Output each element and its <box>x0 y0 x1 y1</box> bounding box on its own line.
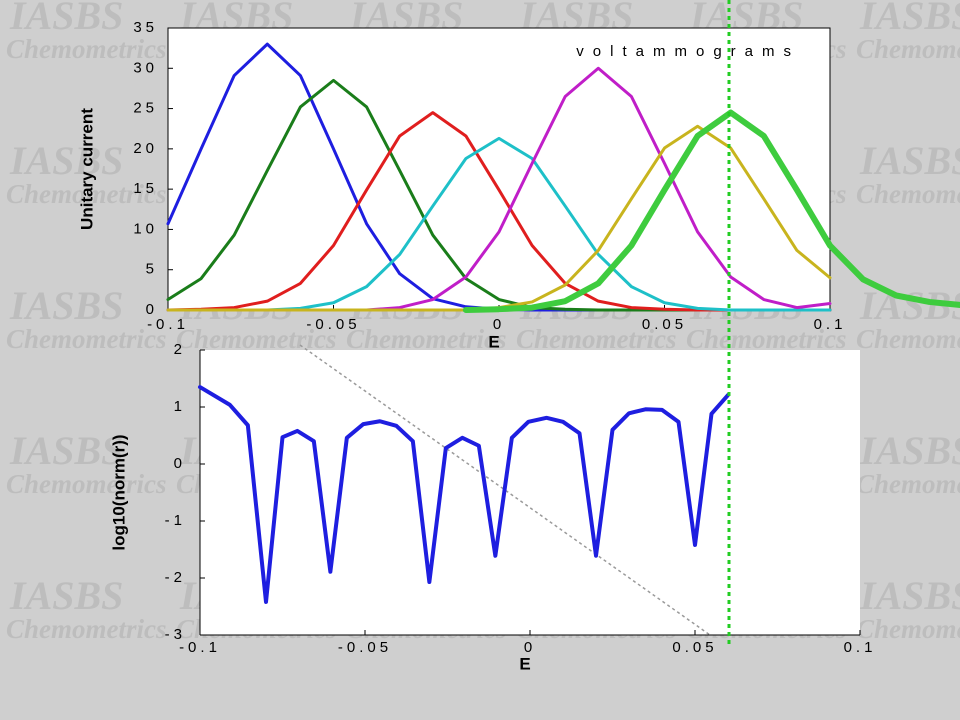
data-line <box>462 109 960 313</box>
watermark-subtitle: Chemometrics <box>856 324 960 354</box>
y-tick-label: 0 <box>174 455 186 472</box>
watermark-subtitle: Chemometrics <box>6 614 167 644</box>
y-axis-label: Unitary current <box>77 108 96 230</box>
watermark-subtitle: Chemometrics <box>686 324 847 354</box>
y-tick-label: 5 <box>146 261 158 278</box>
y-tick-label: 25 <box>133 100 158 117</box>
plot-area-2 <box>200 350 860 635</box>
watermark-title: IASBS <box>9 428 123 473</box>
watermark-title: IASBS <box>9 0 123 38</box>
watermark-subtitle: Chemometrics <box>516 324 677 354</box>
x-axis-label: E <box>519 654 530 673</box>
x-tick-label: -0.1 <box>147 316 189 333</box>
y-tick-label: -1 <box>165 512 186 529</box>
chart-title: voltammograms <box>576 43 800 60</box>
x-tick-label: -0.05 <box>338 639 392 656</box>
watermark-subtitle: Chemometrics <box>856 179 960 209</box>
y-tick-label: 0 <box>146 301 158 318</box>
watermark-title: IASBS <box>859 573 960 618</box>
watermark-subtitle: Chemometrics <box>856 614 960 644</box>
y-tick-label: 35 <box>133 19 158 36</box>
x-tick-label: 0.1 <box>814 316 847 333</box>
y-tick-label: 20 <box>133 140 158 157</box>
y-tick-label: 10 <box>133 220 158 237</box>
watermark-title: IASBS <box>859 0 960 38</box>
watermark-title: IASBS <box>9 138 123 183</box>
x-tick-label: -0.05 <box>306 316 360 333</box>
watermark-subtitle: Chemometrics <box>6 179 167 209</box>
y-tick-label: -2 <box>165 569 186 586</box>
watermark-title: IASBS <box>859 138 960 183</box>
watermark-subtitle: Chemometrics <box>6 469 167 499</box>
x-tick-label: 0.1 <box>844 639 877 656</box>
x-tick-label: 0 <box>493 316 505 333</box>
x-tick-label: 0.05 <box>672 639 717 656</box>
x-tick-label: 0 <box>524 639 536 656</box>
watermark-subtitle: Chemometrics <box>6 324 167 354</box>
watermark-subtitle: Chemometrics <box>6 34 167 64</box>
x-axis-label: E <box>488 332 499 351</box>
watermark-title: IASBS <box>9 283 123 328</box>
y-tick-label: 15 <box>133 180 158 197</box>
y-tick-label: 30 <box>133 59 158 76</box>
watermark-title: IASBS <box>859 428 960 473</box>
x-tick-label: 0.05 <box>642 316 687 333</box>
y-tick-label: 2 <box>174 341 186 358</box>
y-tick-label: 1 <box>174 398 186 415</box>
watermark-subtitle: Chemometrics <box>856 34 960 64</box>
watermark-subtitle: Chemometrics <box>176 324 337 354</box>
y-axis-label: log10(norm(r)) <box>109 434 128 550</box>
data-line <box>198 385 730 604</box>
watermark-subtitle: Chemometrics <box>856 469 960 499</box>
watermark-title: IASBS <box>9 573 123 618</box>
x-tick-label: -0.1 <box>179 639 221 656</box>
watermark-subtitle: Chemometrics <box>346 324 507 354</box>
y-tick-label: -3 <box>165 626 186 643</box>
